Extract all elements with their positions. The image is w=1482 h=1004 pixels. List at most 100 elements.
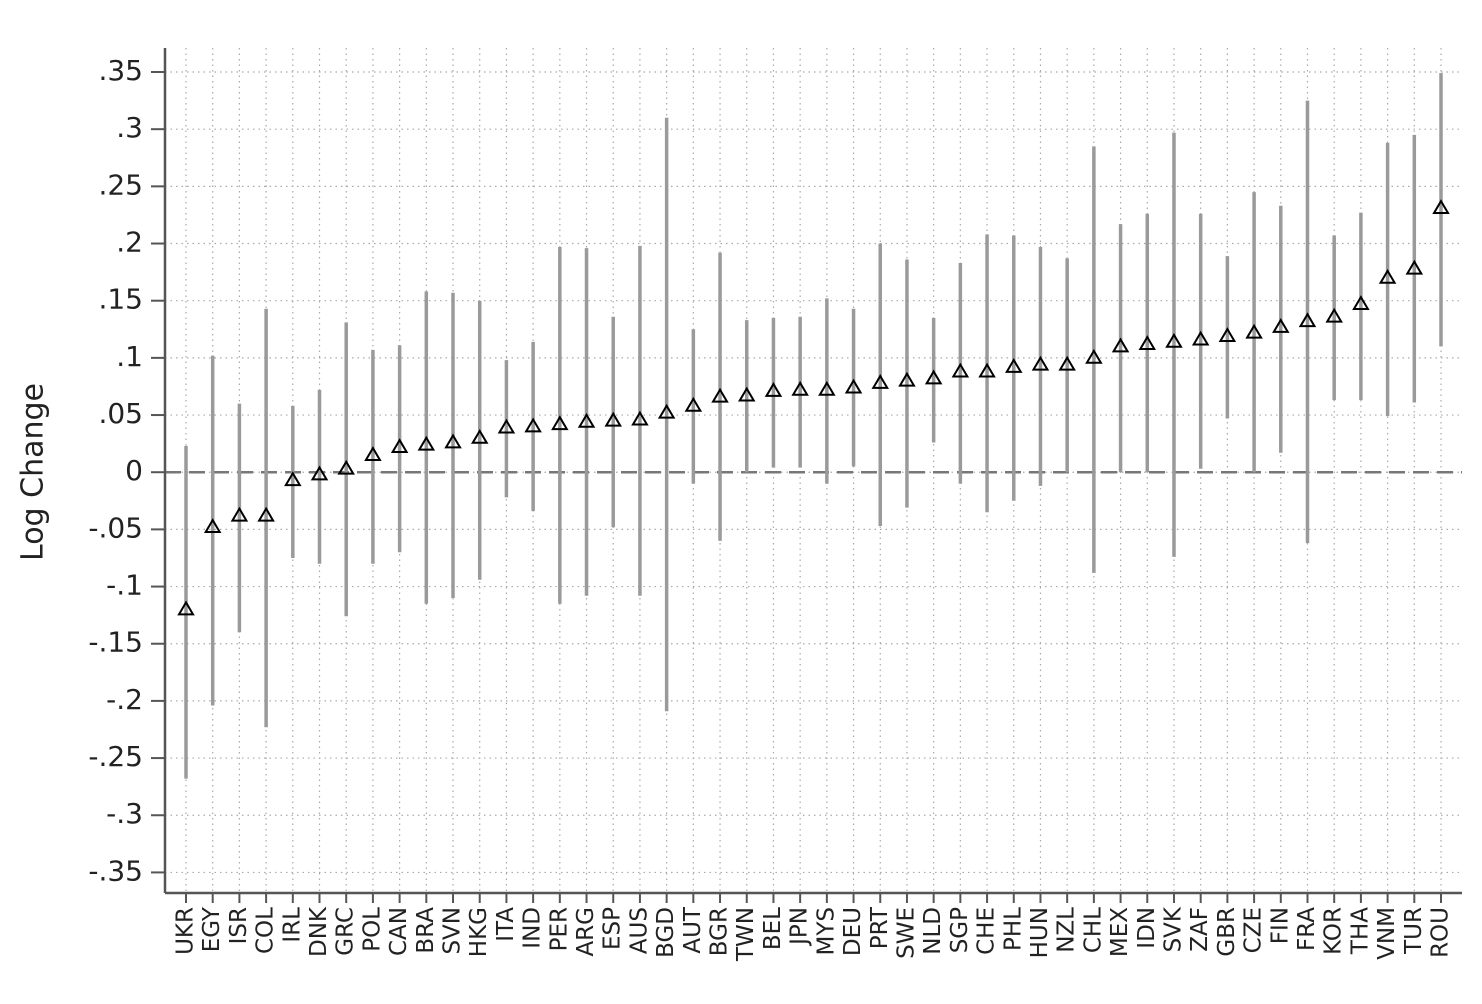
x-tick-label: ISR [226,907,252,944]
x-tick-label: CZE [1241,907,1267,953]
x-tick-label: HKG [466,907,492,957]
x-tick-label: HUN [1027,907,1053,958]
y-tick-label: -.25 [88,740,143,773]
y-tick-label: .25 [98,168,143,201]
x-tick-label: GBR [1214,907,1240,957]
y-tick-label: -.1 [106,569,143,602]
x-tick-label: THA [1347,907,1373,955]
point-marker [444,433,462,449]
x-tick-label: PER [546,907,572,951]
x-tick-label: TWN [733,907,759,962]
point-marker [497,418,516,434]
point-marker [1191,330,1210,346]
x-tick-label: FIN [1267,907,1293,944]
x-tick-label: AUT [680,906,706,954]
x-tick-label: SWE [893,907,919,959]
point-marker [1325,307,1343,323]
x-tick-label: PRT [867,906,893,949]
point-marker [684,396,703,412]
x-tick-label: DEU [840,907,866,956]
y-tick-label: .05 [98,397,143,430]
point-marker [1085,348,1103,364]
y-tick-label: .3 [116,111,143,144]
point-marker [390,438,409,453]
x-tick-label: NLD [920,907,946,955]
point-marker [898,371,916,387]
point-marker [764,382,783,397]
y-tick-label: .2 [116,226,143,259]
point-marker [310,465,329,481]
x-tick-label: SVN [440,907,466,955]
point-marker [657,403,676,419]
x-tick-label: DNK [306,906,332,957]
point-marker [1378,268,1397,284]
x-tick-label: MYS [813,907,839,956]
y-tick-label: -.2 [106,683,143,716]
x-tick-label: BRA [413,907,439,954]
x-tick-label: GRC [333,907,359,956]
y-tick-label: -.15 [88,626,143,659]
point-marker [711,387,729,403]
x-tick-label: IRL [279,907,305,943]
point-marker [417,435,436,451]
point-marker [844,378,863,394]
point-marker [924,369,943,385]
point-marker [631,410,649,426]
x-tick-label: NZL [1054,907,1080,953]
y-axis-label: Log Change [16,383,51,561]
point-marker [1031,355,1050,371]
point-marker [1005,358,1023,373]
point-marker [257,506,275,522]
x-tick-label: TUR [1401,907,1427,955]
point-marker [1272,318,1290,333]
y-tick-label: .35 [98,54,143,87]
x-tick-label: KOR [1321,907,1347,955]
x-tick-label: ITA [493,907,519,942]
x-tick-label: ROU [1428,907,1454,958]
x-tick-label: IDN [1134,907,1160,949]
point-marker [978,362,996,378]
point-marker [791,380,809,396]
x-tick-label: AUS [626,907,652,954]
point-marker [1058,355,1076,371]
x-tick-label: BGD [653,907,679,958]
point-marker [1218,327,1237,343]
point-marker [818,380,836,396]
x-tick-label: FRA [1294,907,1320,951]
x-tick-label: COL [253,907,279,954]
point-marker [230,506,249,522]
point-marker [177,600,195,616]
point-marker [524,417,542,433]
point-marker [364,446,382,461]
point-marker [951,362,970,378]
y-tick-label: -.3 [106,797,143,830]
point-marker [1111,337,1130,353]
x-tick-label: VNM [1374,907,1400,960]
x-tick-label: IND [520,907,546,949]
x-tick-label: PHL [1000,907,1026,951]
point-marker [1298,312,1317,328]
point-marker [1352,295,1370,311]
point-marker [871,374,890,389]
x-tick-label: BGR [707,907,733,956]
point-marker [470,428,489,444]
x-tick-label: BEL [760,907,786,950]
y-tick-label: .15 [98,283,143,316]
point-marker [1405,259,1424,275]
x-tick-label: UKR [173,907,199,955]
x-tick-label: JPN [787,907,813,947]
y-tick-label: -.35 [88,854,143,887]
x-tick-label: EGY [199,906,225,952]
point-marker [551,415,569,431]
x-tick-label: CHL [1080,907,1106,953]
y-tick-label: 0 [125,454,143,487]
x-tick-label: SVK [1160,906,1186,952]
x-tick-label: ZAF [1187,907,1213,952]
x-tick-label: CHE [974,907,1000,955]
x-tick-label: POL [359,907,385,952]
point-marker [737,386,756,402]
point-marker [284,471,302,487]
point-marker [1432,199,1450,214]
y-tick-label: .1 [116,340,143,373]
